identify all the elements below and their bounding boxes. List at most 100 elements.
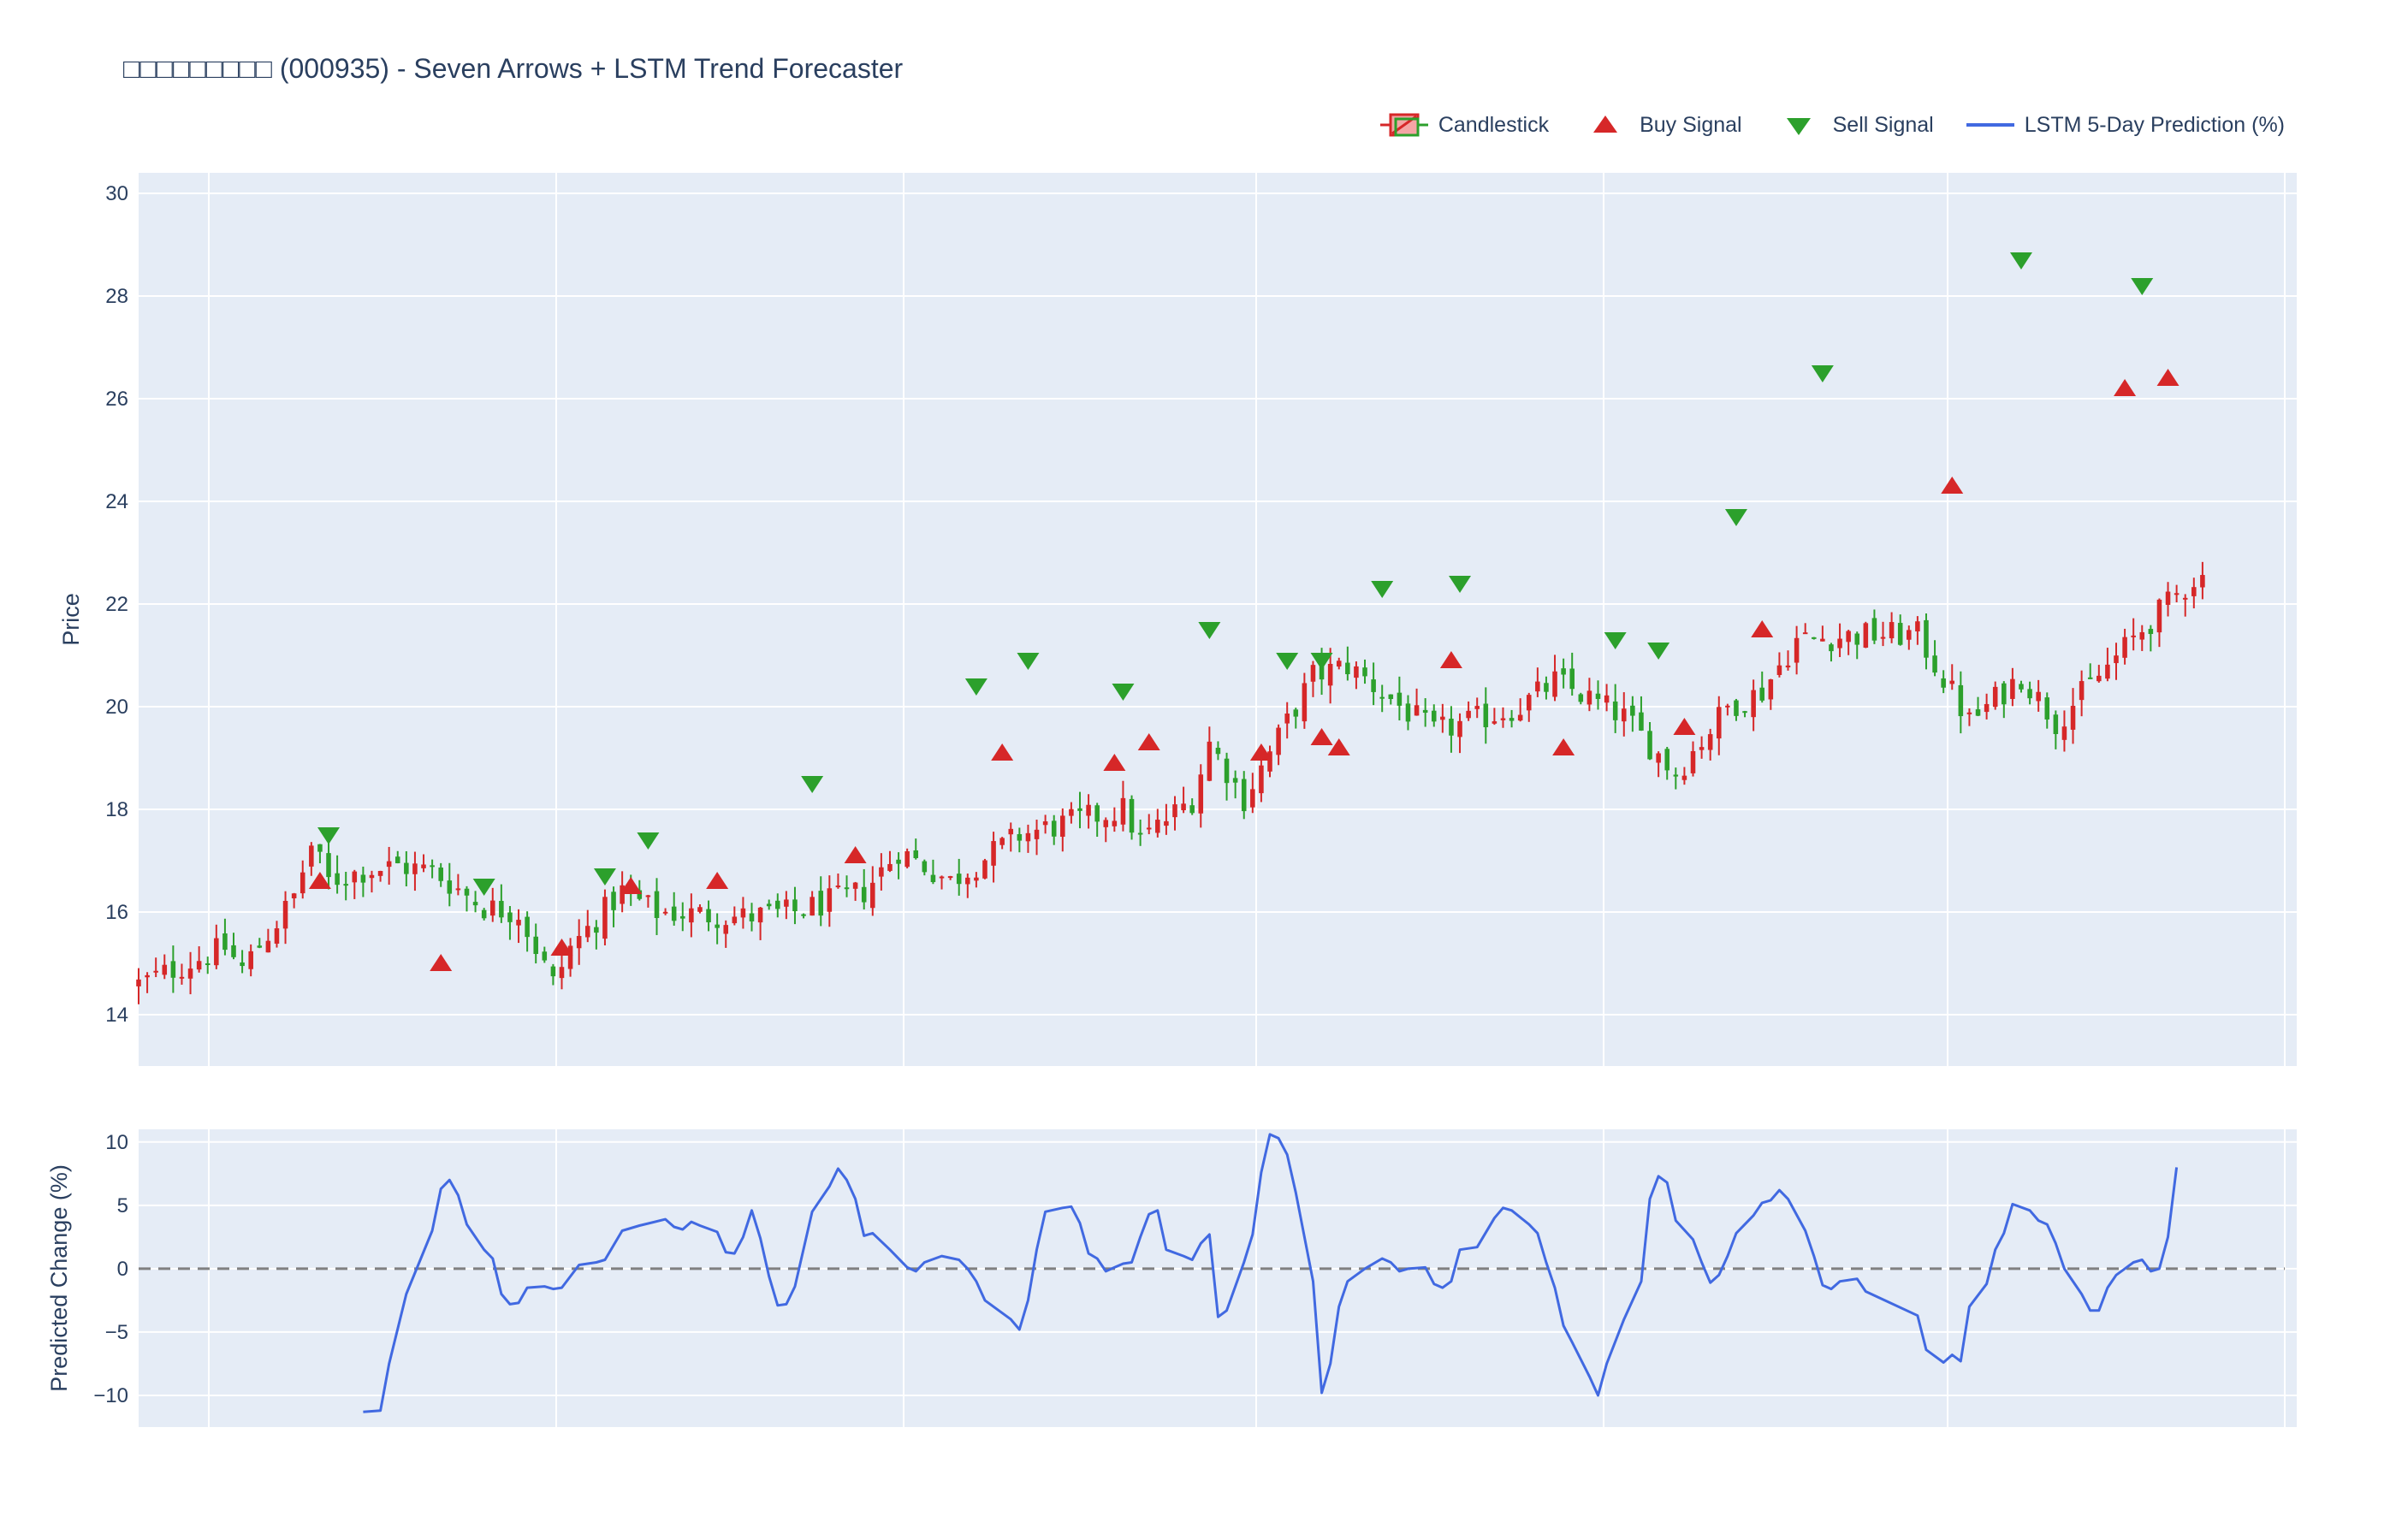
buy-signal-marker[interactable] [1673, 718, 1696, 735]
candle-body [1915, 621, 1920, 632]
candle-body [1051, 820, 1057, 837]
candle-body [1656, 753, 1661, 763]
candle-body [1871, 618, 1877, 641]
candle-body [1129, 798, 1135, 833]
buy-signal-marker[interactable] [1552, 738, 1575, 755]
candle-body [1707, 734, 1713, 750]
sell-signal-marker[interactable] [593, 868, 616, 886]
candle-body [740, 908, 746, 918]
sell-signal-marker[interactable] [1371, 581, 1394, 598]
buy-signal-marker[interactable] [430, 954, 453, 971]
sell-signal-marker[interactable] [1310, 653, 1333, 670]
candle-body [620, 885, 625, 904]
candle-body [913, 850, 919, 859]
sell-signal-marker[interactable] [2009, 252, 2032, 270]
buy-signal-marker[interactable] [1103, 754, 1126, 771]
candle-body [1155, 820, 1160, 833]
buy-signal-marker[interactable] [844, 846, 867, 863]
sell-signal-marker[interactable] [1647, 643, 1670, 660]
candle-body [810, 897, 815, 916]
buy-signal-marker[interactable] [1310, 728, 1333, 745]
candle-body [1854, 633, 1860, 645]
buy-signal-marker[interactable] [991, 743, 1014, 761]
candle-body [576, 936, 582, 949]
candle-body [1664, 749, 1670, 771]
candle-body [1552, 671, 1557, 697]
candle-body [2087, 677, 2093, 679]
buy-signal-marker[interactable] [1751, 620, 1774, 637]
sell-signal-marker[interactable] [964, 678, 987, 696]
candle-body [2096, 675, 2102, 682]
buy-signal-marker[interactable] [2114, 379, 2137, 396]
candle-body [584, 926, 590, 938]
candle-body [282, 900, 288, 929]
sell-signal-marker[interactable] [1724, 509, 1747, 526]
candle-body [352, 871, 358, 883]
candle-body [662, 911, 668, 914]
sell-signal-marker[interactable] [317, 827, 341, 844]
candle-body [455, 888, 461, 891]
candle-body [904, 850, 910, 868]
sell-signal-marker[interactable] [1276, 653, 1299, 670]
buy-signal-marker[interactable] [550, 939, 573, 956]
candle-body [1189, 805, 1195, 814]
candle-body [1820, 638, 1825, 642]
candle-body [499, 901, 504, 918]
buy-signal-marker[interactable] [1249, 743, 1272, 761]
buy-signal-marker[interactable] [1137, 733, 1160, 750]
sell-signal-marker[interactable] [1198, 622, 1221, 639]
candle-body [818, 891, 824, 916]
legend-item-sell-signal[interactable]: Sell Signal [1773, 110, 1934, 139]
prediction-axis-title: Predicted Change (%) [46, 1164, 72, 1392]
candle-body [326, 853, 331, 878]
candle-body [844, 887, 850, 890]
candle-body [654, 891, 660, 918]
candle-body [1345, 662, 1350, 675]
buy-signal-marker[interactable] [308, 872, 331, 889]
price-tick-label: 30 [105, 182, 128, 205]
buy-signal-marker[interactable] [1327, 738, 1350, 755]
candle-body [723, 925, 729, 934]
line-icon [1966, 123, 2014, 127]
legend-item-lstm-prediction[interactable]: LSTM 5-Day Prediction (%) [1965, 110, 2285, 139]
candle-body [1975, 709, 1981, 716]
candle-body [335, 873, 340, 886]
price-tick-label: 24 [105, 490, 128, 513]
candle-body [2027, 689, 2032, 699]
buy-signal-marker[interactable] [620, 877, 643, 894]
buy-signal-marker[interactable] [1941, 477, 1964, 494]
candle-body [2156, 599, 2162, 633]
candle-body [145, 974, 150, 978]
sell-signal-marker[interactable] [1811, 365, 1834, 382]
candle-body [2131, 635, 2136, 637]
candle-body [1164, 820, 1169, 826]
sell-signal-marker[interactable] [1017, 653, 1040, 670]
candle-body [1086, 804, 1091, 816]
candle-body [1034, 829, 1040, 839]
sell-signal-marker[interactable] [1604, 632, 1627, 649]
sell-signal-marker[interactable] [801, 776, 824, 793]
candlestick-series [136, 561, 2205, 1004]
sell-signal-marker[interactable] [1112, 684, 1135, 701]
sell-signal-marker[interactable] [1449, 576, 1472, 593]
buy-signal-marker[interactable] [706, 872, 729, 889]
candle-body [1276, 727, 1281, 755]
sell-signal-marker[interactable] [2131, 278, 2154, 295]
candle-body [360, 874, 366, 883]
candle-body [1932, 655, 1937, 673]
candle-body [1008, 828, 1014, 835]
candle-body [1639, 712, 1644, 731]
candle-body [1742, 711, 1747, 714]
buy-signal-marker[interactable] [1439, 651, 1462, 668]
prediction-tick-label: 5 [117, 1194, 128, 1217]
candle-body [2165, 591, 2171, 605]
candle-body [965, 877, 970, 885]
legend-item-buy-signal[interactable]: Buy Signal [1580, 110, 1742, 139]
sell-signal-marker[interactable] [637, 832, 660, 850]
price-tick-label: 26 [105, 388, 128, 411]
candle-body [1137, 832, 1143, 835]
candle-body [257, 945, 263, 948]
sell-signal-marker[interactable] [472, 879, 495, 896]
buy-signal-marker[interactable] [2156, 369, 2180, 386]
legend-item-candlestick[interactable]: Candlestick [1379, 110, 1549, 139]
